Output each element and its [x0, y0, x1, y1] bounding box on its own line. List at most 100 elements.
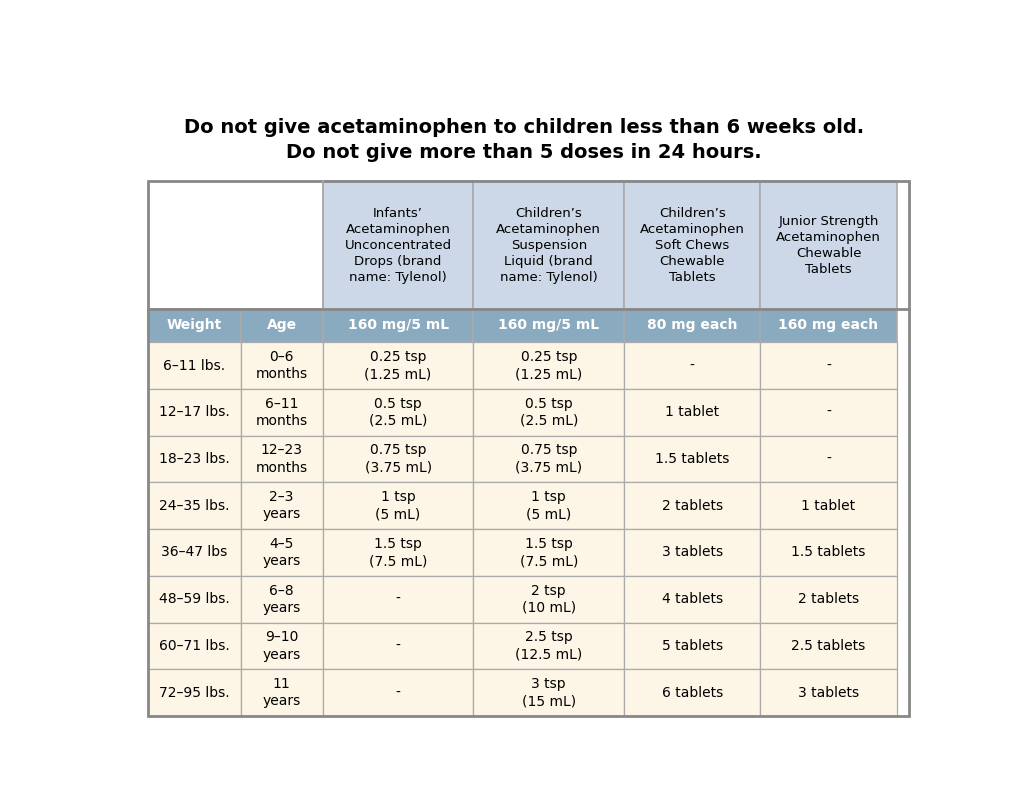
Text: 0.75 tsp
(3.75 mL): 0.75 tsp (3.75 mL): [516, 443, 582, 475]
Text: 24–35 lbs.: 24–35 lbs.: [159, 499, 229, 513]
Bar: [760, 483, 896, 529]
Bar: [474, 529, 624, 576]
Bar: [147, 623, 240, 669]
Text: -: -: [396, 685, 401, 700]
Bar: [147, 576, 240, 623]
Bar: [474, 623, 624, 669]
Text: 80 mg each: 80 mg each: [647, 318, 738, 332]
Bar: [322, 483, 474, 529]
Text: 0.5 tsp
(2.5 mL): 0.5 tsp (2.5 mL): [520, 397, 578, 428]
Bar: [322, 669, 474, 716]
Bar: [624, 343, 760, 389]
Bar: [760, 669, 896, 716]
Text: 9–10
years: 9–10 years: [263, 630, 301, 662]
Bar: [240, 389, 322, 436]
Bar: [760, 309, 896, 343]
Text: Do not give more than 5 doses in 24 hours.: Do not give more than 5 doses in 24 hour…: [286, 143, 762, 161]
Text: Do not give acetaminophen to children less than 6 weeks old.: Do not give acetaminophen to children le…: [184, 117, 864, 137]
Bar: [240, 623, 322, 669]
Text: 0–6
months: 0–6 months: [256, 350, 308, 382]
Bar: [147, 343, 240, 389]
Bar: [474, 389, 624, 436]
Bar: [322, 343, 474, 389]
Text: 0.5 tsp
(2.5 mL): 0.5 tsp (2.5 mL): [369, 397, 428, 428]
Text: -: -: [396, 592, 401, 606]
Text: Age: Age: [267, 318, 297, 332]
Text: Weight: Weight: [167, 318, 222, 332]
Text: 1 tsp
(5 mL): 1 tsp (5 mL): [526, 490, 572, 522]
Text: 0.75 tsp
(3.75 mL): 0.75 tsp (3.75 mL): [364, 443, 432, 475]
Text: 1 tablet: 1 tablet: [801, 499, 855, 513]
Bar: [322, 529, 474, 576]
Text: 3 tablets: 3 tablets: [662, 545, 723, 560]
Bar: [147, 436, 240, 483]
Text: Junior Strength
Acetaminophen
Chewable
Tablets: Junior Strength Acetaminophen Chewable T…: [776, 215, 881, 275]
Bar: [240, 576, 322, 623]
Text: 5 tablets: 5 tablets: [662, 639, 723, 653]
Bar: [760, 181, 896, 309]
Text: 2.5 tsp
(12.5 mL): 2.5 tsp (12.5 mL): [516, 630, 582, 662]
Bar: [474, 309, 624, 343]
Bar: [624, 576, 760, 623]
Text: 1 tsp
(5 mL): 1 tsp (5 mL): [375, 490, 420, 522]
Text: 3 tsp
(15 mL): 3 tsp (15 mL): [522, 677, 576, 708]
Bar: [760, 389, 896, 436]
Bar: [147, 529, 240, 576]
Bar: [322, 389, 474, 436]
Text: -: -: [827, 452, 831, 466]
Text: 18–23 lbs.: 18–23 lbs.: [159, 452, 229, 466]
Text: 2–3
years: 2–3 years: [263, 490, 301, 522]
Text: Children’s
Acetaminophen
Suspension
Liquid (brand
name: Tylenol): Children’s Acetaminophen Suspension Liqu…: [496, 207, 602, 284]
Text: Infants’
Acetaminophen
Unconcentrated
Drops (brand
name: Tylenol): Infants’ Acetaminophen Unconcentrated Dr…: [345, 207, 452, 284]
Bar: [474, 576, 624, 623]
Bar: [147, 181, 908, 716]
Text: 11
years: 11 years: [263, 677, 301, 708]
Text: 6–11
months: 6–11 months: [256, 397, 308, 428]
Text: 2 tablets: 2 tablets: [798, 592, 859, 606]
Text: Children’s
Acetaminophen
Soft Chews
Chewable
Tablets: Children’s Acetaminophen Soft Chews Chew…: [639, 207, 745, 284]
Text: 6–11 lbs.: 6–11 lbs.: [163, 359, 225, 373]
Text: 1.5 tsp
(7.5 mL): 1.5 tsp (7.5 mL): [520, 537, 578, 568]
Text: -: -: [396, 639, 401, 653]
Text: 1.5 tsp
(7.5 mL): 1.5 tsp (7.5 mL): [369, 537, 428, 568]
Bar: [624, 181, 760, 309]
Text: 160 mg/5 mL: 160 mg/5 mL: [348, 318, 449, 332]
Bar: [322, 181, 474, 309]
Text: 2.5 tablets: 2.5 tablets: [792, 639, 865, 653]
Bar: [474, 181, 624, 309]
Text: -: -: [690, 359, 695, 373]
Bar: [147, 309, 240, 343]
Bar: [624, 529, 760, 576]
Bar: [760, 576, 896, 623]
Text: 60–71 lbs.: 60–71 lbs.: [159, 639, 229, 653]
Bar: [760, 436, 896, 483]
Bar: [624, 669, 760, 716]
Bar: [474, 343, 624, 389]
Bar: [322, 623, 474, 669]
Bar: [240, 436, 322, 483]
Bar: [322, 576, 474, 623]
Text: -: -: [827, 359, 831, 373]
Text: 0.25 tsp
(1.25 mL): 0.25 tsp (1.25 mL): [516, 350, 582, 382]
Bar: [474, 483, 624, 529]
Bar: [240, 669, 322, 716]
Text: 3 tablets: 3 tablets: [798, 685, 859, 700]
Bar: [240, 343, 322, 389]
Bar: [474, 436, 624, 483]
Bar: [760, 343, 896, 389]
Bar: [760, 623, 896, 669]
Bar: [240, 181, 322, 309]
Bar: [147, 669, 240, 716]
Bar: [322, 309, 474, 343]
Text: 2 tsp
(10 mL): 2 tsp (10 mL): [522, 583, 576, 615]
Bar: [760, 529, 896, 576]
Bar: [240, 309, 322, 343]
Text: 36–47 lbs: 36–47 lbs: [161, 545, 227, 560]
Text: 12–23
months: 12–23 months: [256, 443, 308, 475]
Text: -: -: [827, 405, 831, 420]
Bar: [240, 529, 322, 576]
Bar: [624, 623, 760, 669]
Text: 160 mg/5 mL: 160 mg/5 mL: [498, 318, 599, 332]
Bar: [624, 389, 760, 436]
Text: 1.5 tablets: 1.5 tablets: [655, 452, 729, 466]
